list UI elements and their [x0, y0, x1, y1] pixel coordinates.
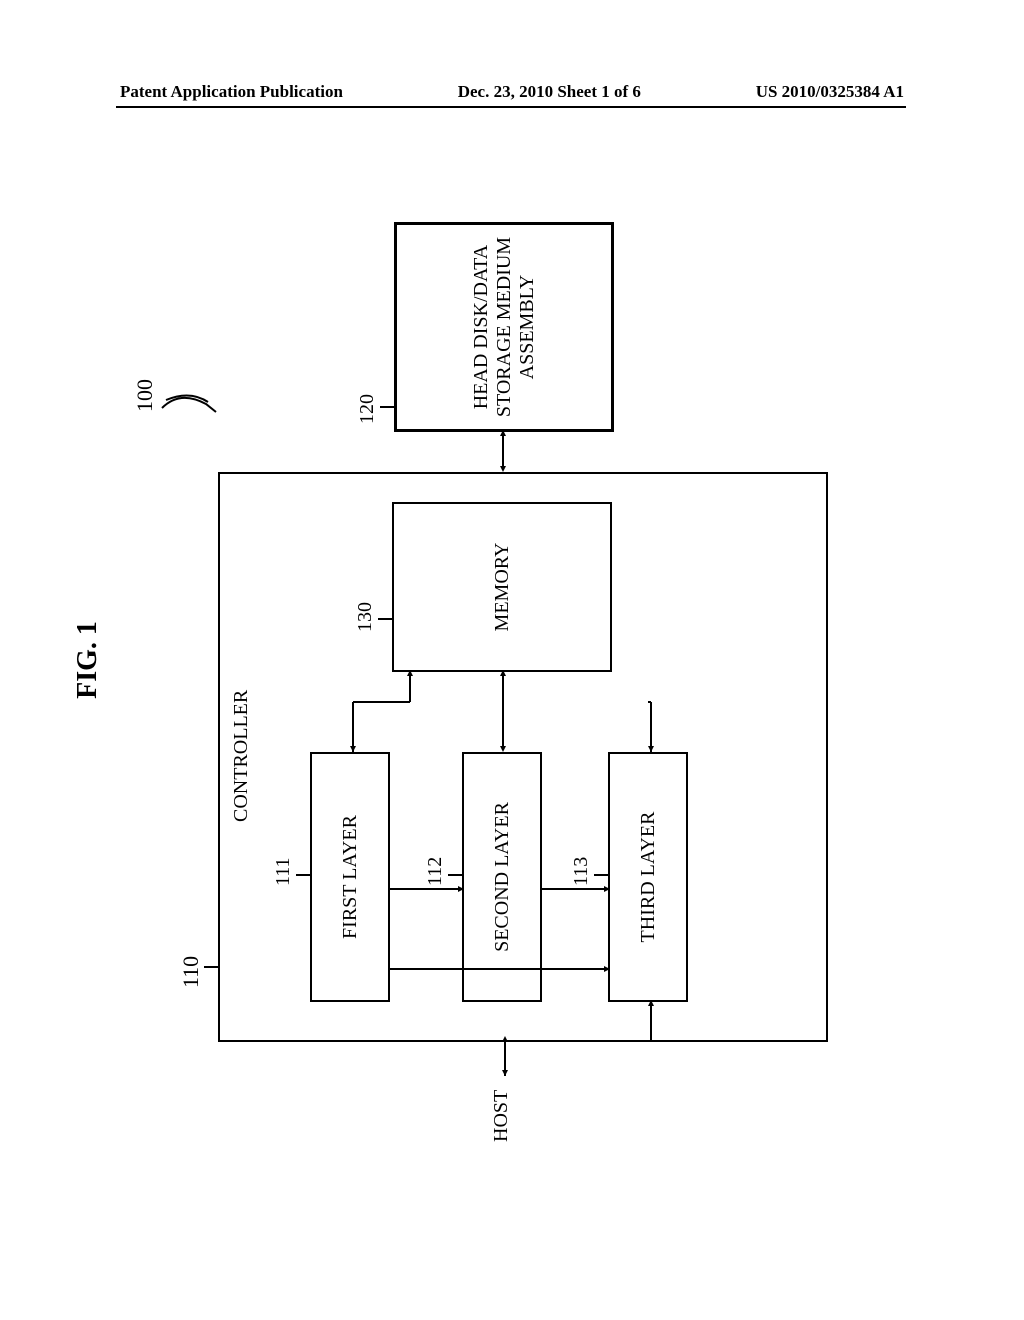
page-header: Patent Application Publication Dec. 23, … [0, 82, 1024, 102]
memory-block: MEMORY [392, 502, 612, 672]
storage-label: HEAD DISK/DATA STORAGE MEDIUM ASSEMBLY [470, 235, 539, 419]
figure-1-diagram: FIG. 1 100 110 CONTROLLER 111 FIRST LAYE… [12, 148, 1012, 1172]
second-to-third-arrow [542, 886, 610, 892]
third-layer-block: THIRD LAYER [608, 752, 688, 1002]
header-center: Dec. 23, 2010 Sheet 1 of 6 [458, 82, 641, 102]
memory-to-storage-arrow [500, 430, 506, 472]
ref-130-leader [378, 618, 392, 620]
header-right: US 2010/0325384 A1 [756, 82, 904, 102]
memory-label: MEMORY [491, 543, 514, 632]
host-label: HOST [490, 1090, 513, 1142]
first-layer-label: FIRST LAYER [339, 815, 362, 939]
third-layer-label: THIRD LAYER [637, 812, 660, 943]
ref-100-leader [160, 374, 220, 414]
second-layer-block: SECOND LAYER [462, 752, 542, 1002]
ref-110-leader [204, 966, 218, 968]
first-to-memory-arrow [350, 670, 450, 752]
ref-120-leader [380, 406, 394, 408]
ref-111-leader [296, 874, 310, 876]
storage-block: HEAD DISK/DATA STORAGE MEDIUM ASSEMBLY [394, 222, 614, 432]
ref-num-113: 113 [570, 857, 593, 886]
ref-num-100: 100 [132, 379, 158, 412]
second-to-memory-arrow [500, 670, 506, 752]
header-rule [116, 106, 906, 108]
first-to-third-arrow [390, 966, 610, 972]
figure-title: FIG. 1 [72, 621, 104, 699]
ref-num-111: 111 [272, 857, 295, 886]
controller-to-third-arrow [648, 1000, 654, 1042]
first-to-second-arrow [390, 886, 464, 892]
first-layer-block: FIRST LAYER [310, 752, 390, 1002]
second-layer-label: SECOND LAYER [491, 802, 514, 952]
ref-num-112: 112 [424, 857, 447, 886]
ref-112-leader [448, 874, 462, 876]
ref-num-130: 130 [354, 602, 377, 632]
host-arrow [502, 1036, 508, 1076]
ref-num-120: 120 [356, 394, 379, 424]
controller-label: CONTROLLER [230, 690, 253, 822]
header-left: Patent Application Publication [120, 82, 343, 102]
ref-113-leader [594, 874, 608, 876]
third-to-memory-arrow [648, 670, 748, 752]
ref-num-110: 110 [178, 956, 204, 988]
